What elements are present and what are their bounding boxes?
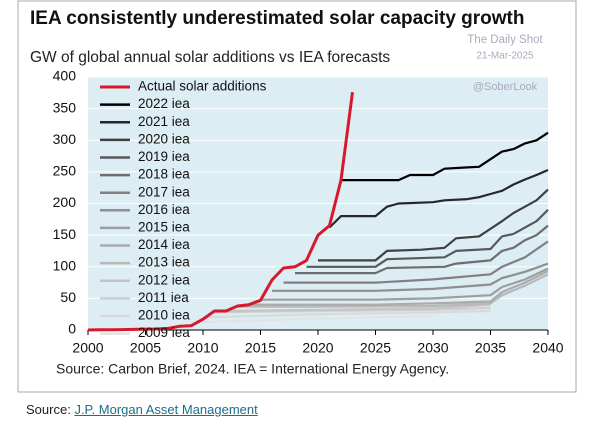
y-tick-label: 200	[53, 194, 77, 210]
y-tick-label: 50	[60, 289, 76, 305]
x-tick-label: 2035	[475, 340, 506, 356]
x-tick-label: 2020	[302, 340, 333, 356]
x-tick-label: 2010	[187, 340, 218, 356]
series-line	[202, 309, 491, 319]
legend-label: Actual solar additions	[138, 79, 267, 94]
series-line	[318, 188, 549, 262]
legend-label: 2009 iea	[138, 325, 190, 340]
footer: Source: J.P. Morgan Asset Management	[26, 402, 258, 417]
legend-label: 2013 iea	[138, 255, 190, 270]
footer-label: Source:	[26, 402, 71, 417]
series-line	[306, 209, 549, 268]
legend-label: 2018 iea	[138, 167, 190, 182]
series-line	[341, 131, 549, 182]
x-tick-label: 2040	[532, 340, 563, 356]
chart-subtitle: GW of global annual solar additions vs I…	[30, 49, 390, 66]
series-line	[214, 306, 491, 314]
series-line	[272, 262, 549, 292]
series-line	[295, 224, 549, 275]
series-line	[249, 270, 549, 306]
chart-title: IEA consistently underestimated solar ca…	[30, 8, 524, 29]
x-tick-label: 2005	[130, 340, 161, 356]
series-line	[328, 168, 549, 229]
series-line	[87, 92, 354, 332]
legend-label: 2011 iea	[138, 290, 189, 305]
chart-source: Source: Carbon Brief, 2024. IEA = Intern…	[56, 361, 449, 377]
x-tick-label: 2015	[245, 340, 276, 356]
y-tick-label: 100	[53, 257, 77, 273]
legend-label: 2021 iea	[138, 114, 190, 129]
y-tick-label: 400	[53, 68, 77, 84]
legend-label: 2020 iea	[138, 131, 190, 146]
series-line	[237, 273, 549, 308]
y-tick-label: 0	[68, 321, 76, 337]
legend-label: 2014 iea	[138, 237, 190, 252]
x-tick-label: 2025	[360, 340, 391, 356]
legend-label: 2010 iea	[138, 308, 190, 323]
series-line	[191, 315, 434, 324]
watermark: @SoberLook	[473, 81, 538, 93]
watermark: 21-Mar-2025	[476, 51, 534, 62]
legend-label: 2012 iea	[138, 272, 190, 287]
legend-label: 2015 iea	[138, 219, 190, 234]
footer-link[interactable]: J.P. Morgan Asset Management	[74, 402, 258, 417]
legend-label: 2017 iea	[138, 184, 190, 199]
series-line	[260, 267, 549, 301]
series-line	[225, 303, 491, 313]
legend-label: 2019 iea	[138, 149, 190, 164]
y-tick-label: 250	[53, 163, 77, 179]
y-tick-label: 150	[53, 226, 77, 242]
x-tick-label: 2030	[417, 340, 448, 356]
legend-label: 2022 iea	[138, 96, 190, 111]
y-tick-label: 300	[53, 131, 77, 147]
chart: IEA consistently underestimated solar ca…	[17, 0, 577, 393]
legend-label: 2016 iea	[138, 202, 190, 217]
x-tick-label: 2000	[72, 340, 103, 356]
y-tick-label: 350	[53, 99, 77, 115]
series-line	[283, 240, 549, 284]
watermark: The Daily Shot	[467, 34, 543, 46]
